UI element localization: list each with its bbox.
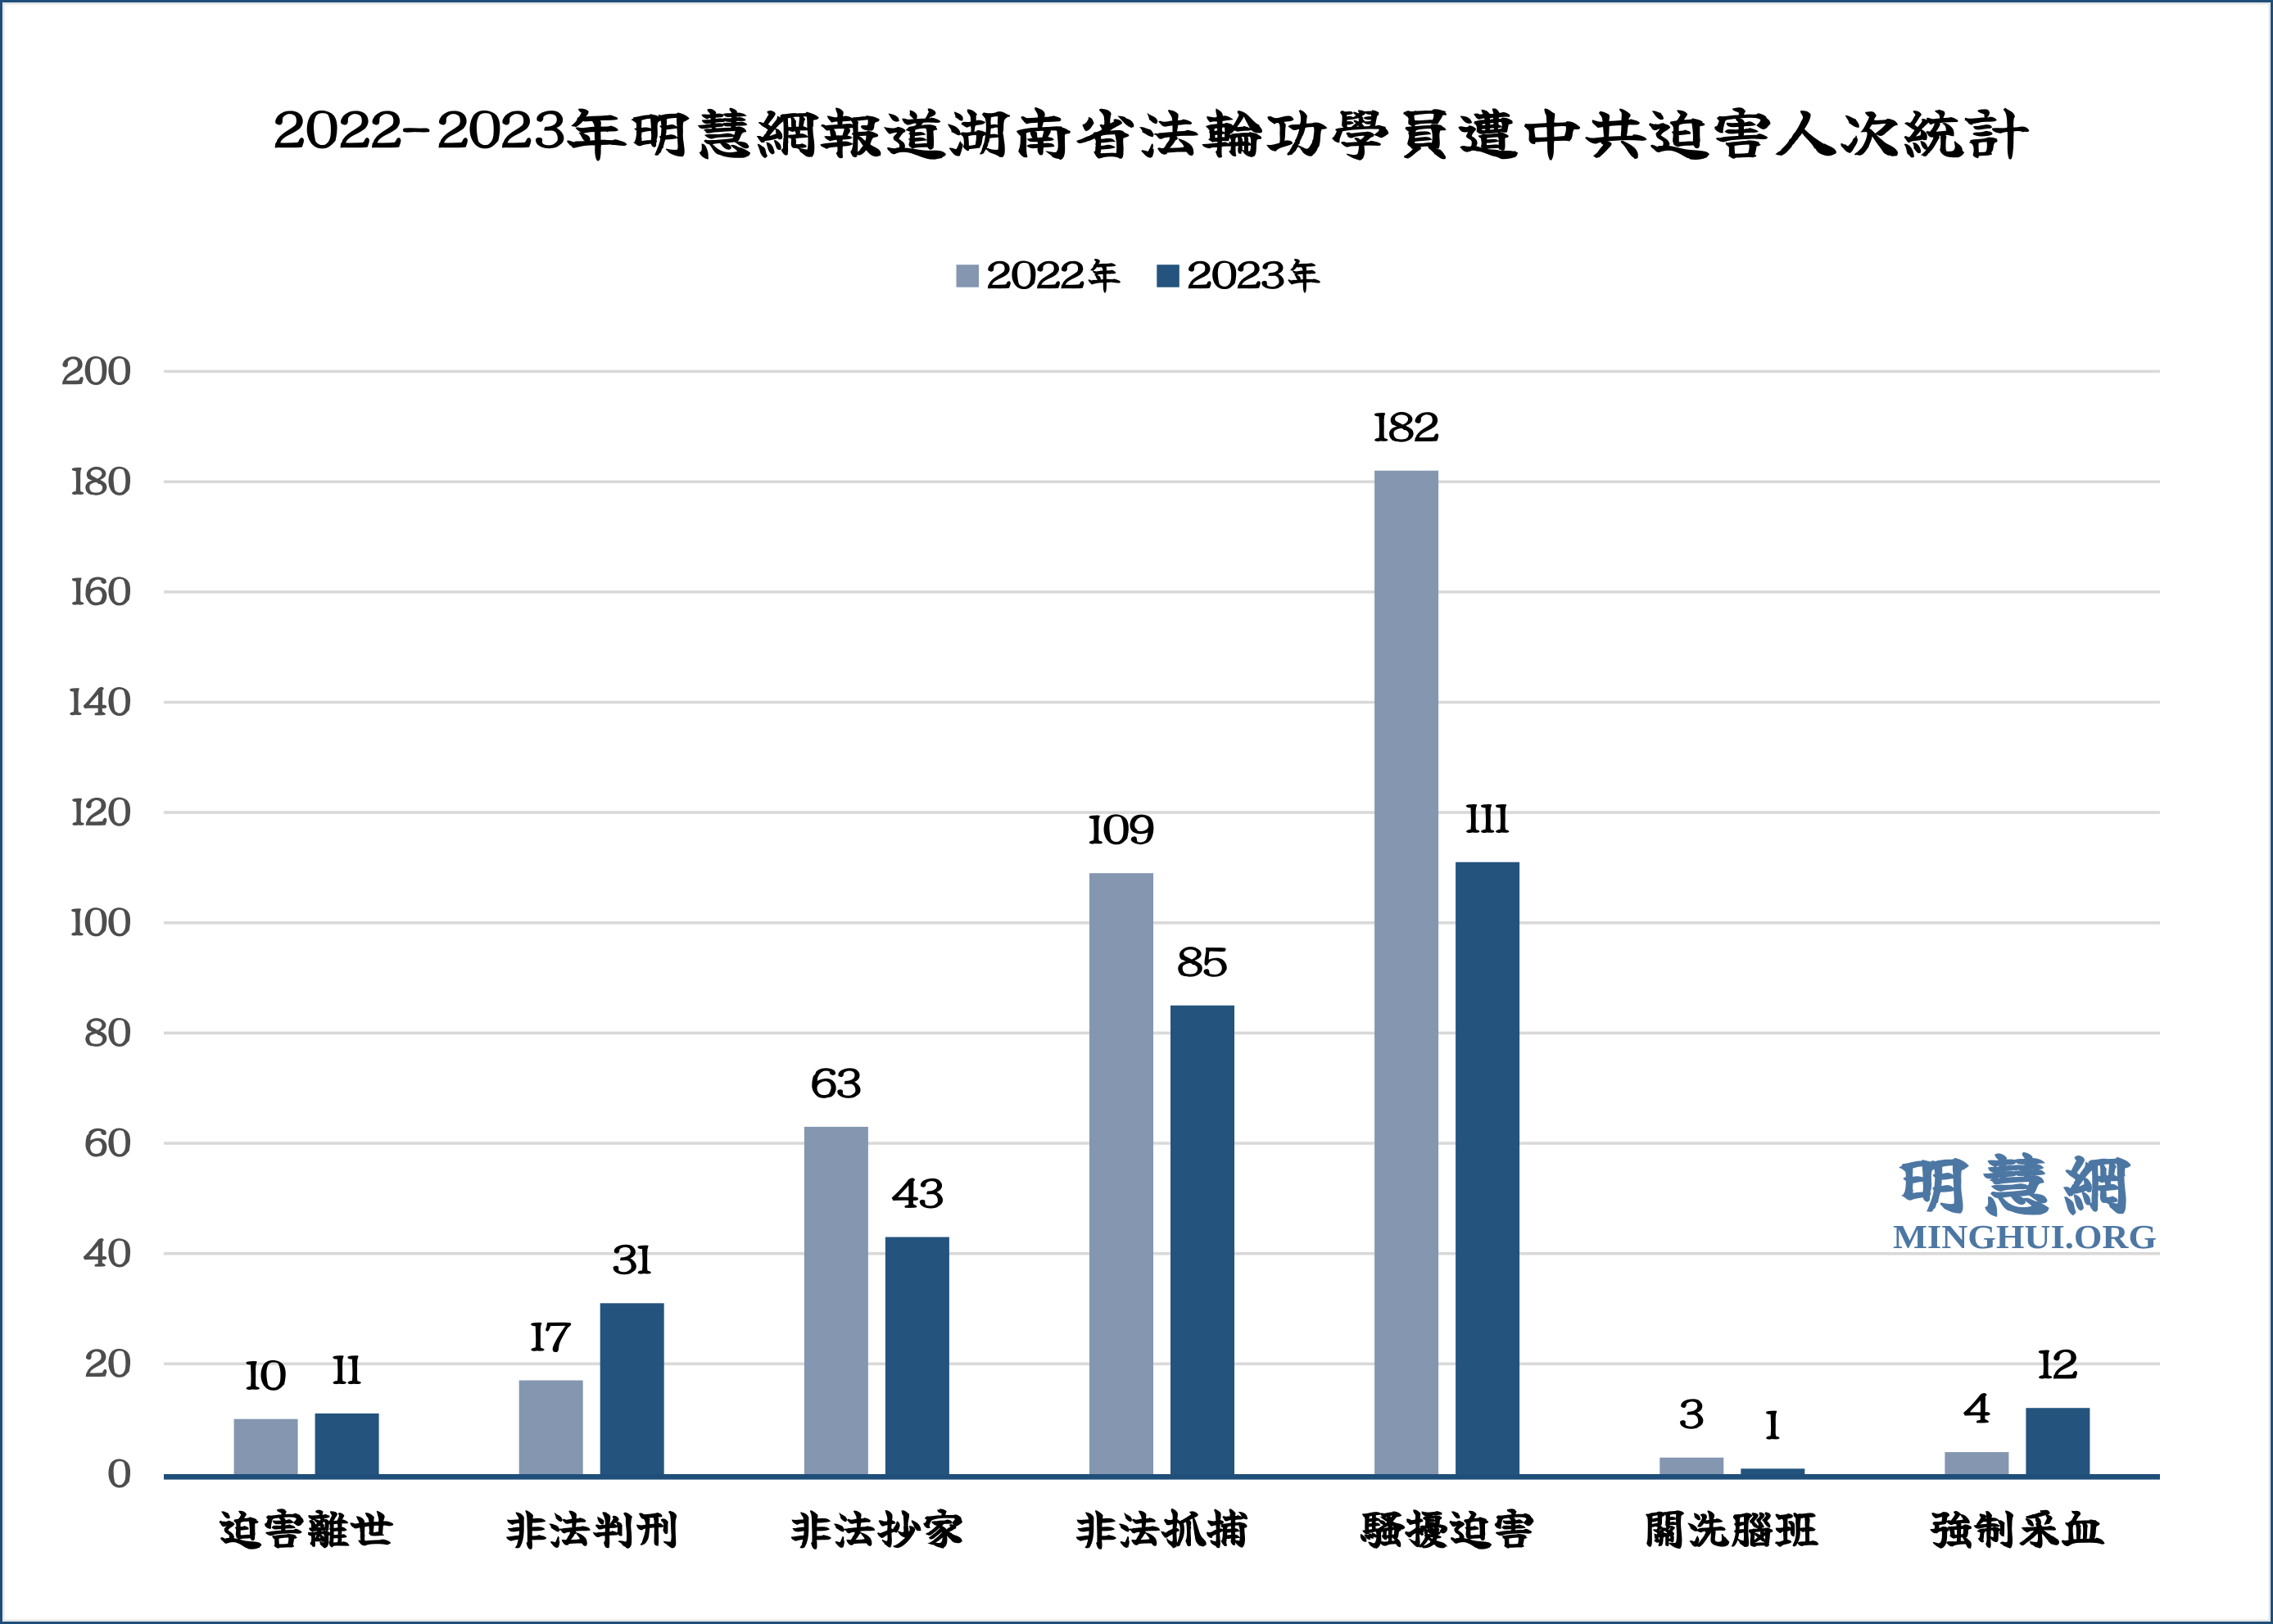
svg-text:MINGHUI.ORG: MINGHUI.ORG (1893, 1218, 2157, 1255)
